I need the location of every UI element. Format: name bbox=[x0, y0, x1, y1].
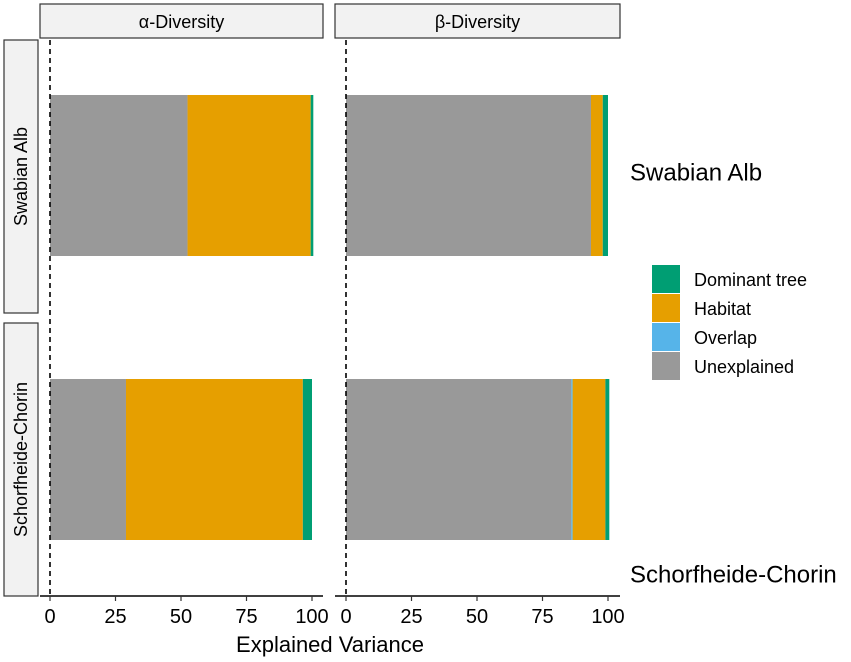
legend: Dominant tree Habitat Overlap Unexplained bbox=[652, 265, 807, 380]
facet-strip-label: Schorfheide-Chorin bbox=[11, 382, 31, 537]
row-label-swabian-alb: Swabian Alb bbox=[630, 160, 762, 187]
facet-strip-label: α-Diversity bbox=[139, 12, 224, 32]
x-tick-label: 50 bbox=[170, 606, 192, 628]
x-tick-label: 25 bbox=[104, 606, 126, 628]
bar-segment-habitat-swabian-alb-diversity bbox=[590, 95, 603, 256]
bar-segment-habitat-swabian-alb-diversity bbox=[187, 95, 311, 256]
bar-segment-dominant-tree-schorfheide-chorin-diversity bbox=[605, 379, 610, 540]
x-tick-label: 75 bbox=[531, 606, 553, 628]
x-tick-label: 25 bbox=[400, 606, 422, 628]
legend-key-unexplained bbox=[652, 352, 680, 380]
legend-label: Habitat bbox=[694, 299, 751, 319]
facet-strip-schorfheide-chorin: Schorfheide-Chorin bbox=[3, 322, 39, 597]
facet-strip-swabian-alb: Swabian Alb bbox=[3, 39, 39, 314]
legend-item-unexplained: Unexplained bbox=[652, 352, 794, 380]
bar-segment-habitat-schorfheide-chorin-diversity bbox=[125, 379, 303, 540]
bar-segment-habitat-schorfheide-chorin-diversity bbox=[572, 379, 606, 540]
facet-strip-label: β-Diversity bbox=[435, 12, 520, 32]
bar-segment-unexplained-schorfheide-chorin-diversity bbox=[50, 379, 126, 540]
bar-segment-overlap-schorfheide-chorin-diversity bbox=[571, 379, 573, 540]
legend-label: Dominant tree bbox=[694, 270, 807, 290]
bar-segment-unexplained-swabian-alb-diversity bbox=[346, 95, 591, 256]
legend-label: Overlap bbox=[694, 328, 757, 348]
x-tick-label: 50 bbox=[466, 606, 488, 628]
legend-label: Unexplained bbox=[694, 357, 794, 377]
legend-key-dominant-tree bbox=[652, 265, 680, 293]
x-tick-label: 0 bbox=[340, 606, 351, 628]
bar-segment-unexplained-swabian-alb-diversity bbox=[50, 95, 188, 256]
bar-segment-dominant-tree-schorfheide-chorin-diversity bbox=[302, 379, 312, 540]
legend-item-overlap: Overlap bbox=[652, 323, 757, 351]
legend-key-overlap bbox=[652, 323, 680, 351]
x-tick-label: 75 bbox=[235, 606, 257, 628]
x-axis-label: Explained Variance bbox=[236, 632, 424, 657]
facet-strip-label: Swabian Alb bbox=[11, 127, 31, 226]
row-label-schorfheide-chorin: Schorfheide-Chorin bbox=[630, 562, 837, 589]
facet-strip-diversity: β-Diversity bbox=[334, 3, 621, 39]
x-tick-label: 100 bbox=[295, 606, 328, 628]
bar-segment-dominant-tree-swabian-alb-diversity bbox=[310, 95, 314, 256]
bar-segment-dominant-tree-swabian-alb-diversity bbox=[602, 95, 608, 256]
x-tick-label: 0 bbox=[44, 606, 55, 628]
bar-segment-unexplained-schorfheide-chorin-diversity bbox=[346, 379, 572, 540]
legend-item-dominant-tree: Dominant tree bbox=[652, 265, 807, 293]
x-tick-label: 100 bbox=[591, 606, 624, 628]
legend-item-habitat: Habitat bbox=[652, 294, 751, 322]
facet-strip-diversity: α-Diversity bbox=[39, 3, 324, 39]
legend-key-habitat bbox=[652, 294, 680, 322]
